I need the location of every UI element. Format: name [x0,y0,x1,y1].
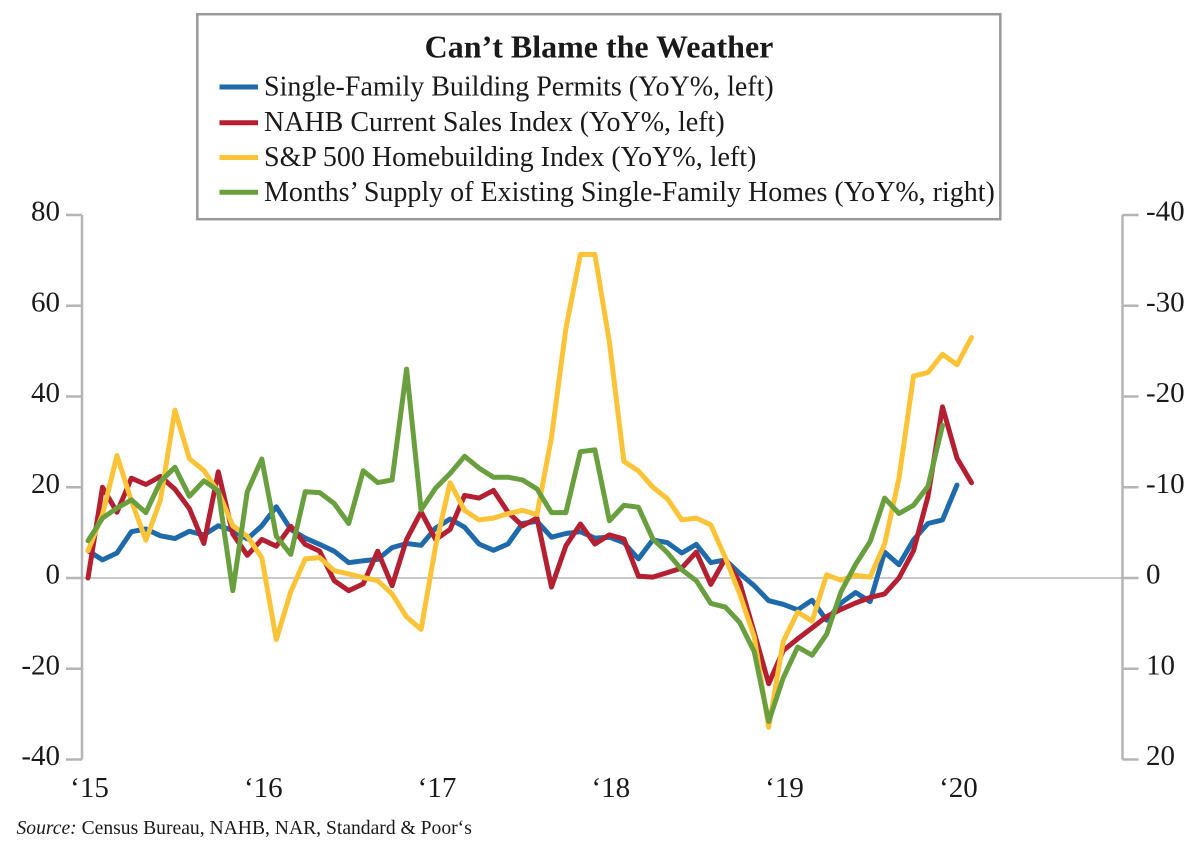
svg-text:‘18: ‘18 [591,772,630,804]
svg-text:0: 0 [46,559,61,591]
svg-text:NAHB Current Sales Index (YoY%: NAHB Current Sales Index (YoY%, left) [264,107,725,138]
svg-text:80: 80 [31,196,60,228]
svg-text:Months’ Supply of Existing Sin: Months’ Supply of Existing Single-Family… [264,177,995,208]
svg-text:S&P 500 Homebuilding Index (Yo: S&P 500 Homebuilding Index (YoY%, left) [264,142,756,173]
svg-text:0: 0 [1146,559,1161,591]
svg-text:20: 20 [1146,740,1175,772]
svg-text:Can’t Blame the Weather: Can’t Blame the Weather [425,29,774,65]
svg-text:‘17: ‘17 [418,772,457,804]
svg-text:-40: -40 [21,740,60,772]
svg-text:Single-Family Building Permits: Single-Family Building Permits (YoY%, le… [264,72,774,103]
svg-text:20: 20 [31,468,60,500]
svg-text:-10: -10 [1146,468,1185,500]
svg-text:-30: -30 [1146,286,1185,318]
svg-text:-20: -20 [21,649,60,681]
svg-text:Source: Census Bureau, NAHB, N: Source: Census Bureau, NAHB, NAR, Standa… [17,818,472,839]
svg-text:-40: -40 [1146,196,1185,228]
svg-text:40: 40 [31,377,60,409]
svg-text:‘20: ‘20 [939,772,978,804]
svg-text:‘15: ‘15 [70,772,109,804]
svg-text:‘16: ‘16 [244,772,283,804]
svg-text:-20: -20 [1146,377,1185,409]
svg-text:‘19: ‘19 [765,772,804,804]
svg-text:10: 10 [1146,649,1175,681]
svg-text:60: 60 [31,286,60,318]
